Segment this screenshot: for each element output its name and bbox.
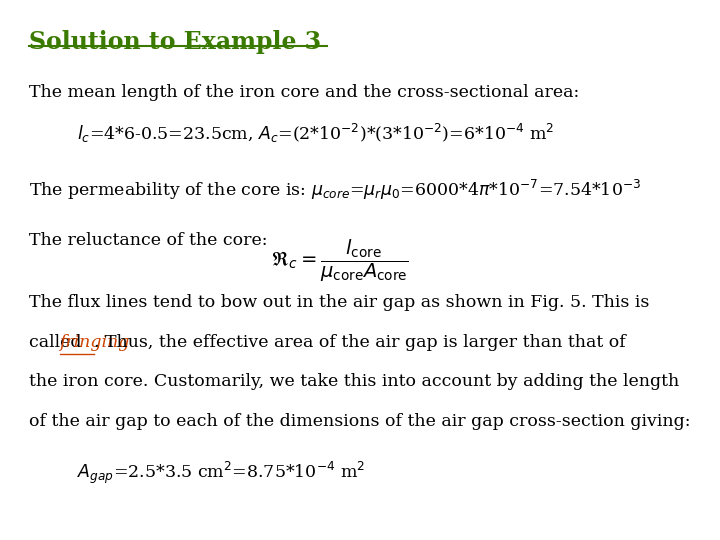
- Text: The reluctance of the core:: The reluctance of the core:: [30, 232, 268, 249]
- Text: The permeability of the core is: $\mu_{\mathit{core}}$=$\mu_r \mu_0$=6000*4$\pi$: The permeability of the core is: $\mu_{\…: [30, 178, 642, 202]
- Text: . Thus, the effective area of the air gap is larger than that of: . Thus, the effective area of the air ga…: [94, 334, 626, 350]
- Text: $\mathit{A}_{\mathit{gap}}$=2.5*3.5 cm$^{2}$=8.75*10$^{-4}$ m$^{2}$: $\mathit{A}_{\mathit{gap}}$=2.5*3.5 cm$^…: [76, 460, 365, 487]
- Text: fringing: fringing: [60, 334, 130, 350]
- Text: called: called: [30, 334, 87, 350]
- Text: $\mathfrak{R}_c = \dfrac{l_{\mathrm{core}}}{\mu_{\mathrm{core}} A_{\mathrm{core}: $\mathfrak{R}_c = \dfrac{l_{\mathrm{core…: [271, 238, 408, 284]
- Text: $\mathit{l}_{\mathit{c}}$=4*6-0.5=23.5cm, $\mathit{A}_{\mathit{c}}$=(2*10$^{-2}$: $\mathit{l}_{\mathit{c}}$=4*6-0.5=23.5cm…: [76, 122, 554, 145]
- Text: The mean length of the iron core and the cross-sectional area:: The mean length of the iron core and the…: [30, 84, 580, 100]
- Text: The flux lines tend to bow out in the air gap as shown in Fig. 5. This is: The flux lines tend to bow out in the ai…: [30, 294, 650, 311]
- Text: the iron core. Customarily, we take this into account by adding the length: the iron core. Customarily, we take this…: [30, 373, 680, 390]
- Text: Solution to Example 3: Solution to Example 3: [30, 30, 322, 53]
- Text: of the air gap to each of the dimensions of the air gap cross-section giving:: of the air gap to each of the dimensions…: [30, 413, 691, 429]
